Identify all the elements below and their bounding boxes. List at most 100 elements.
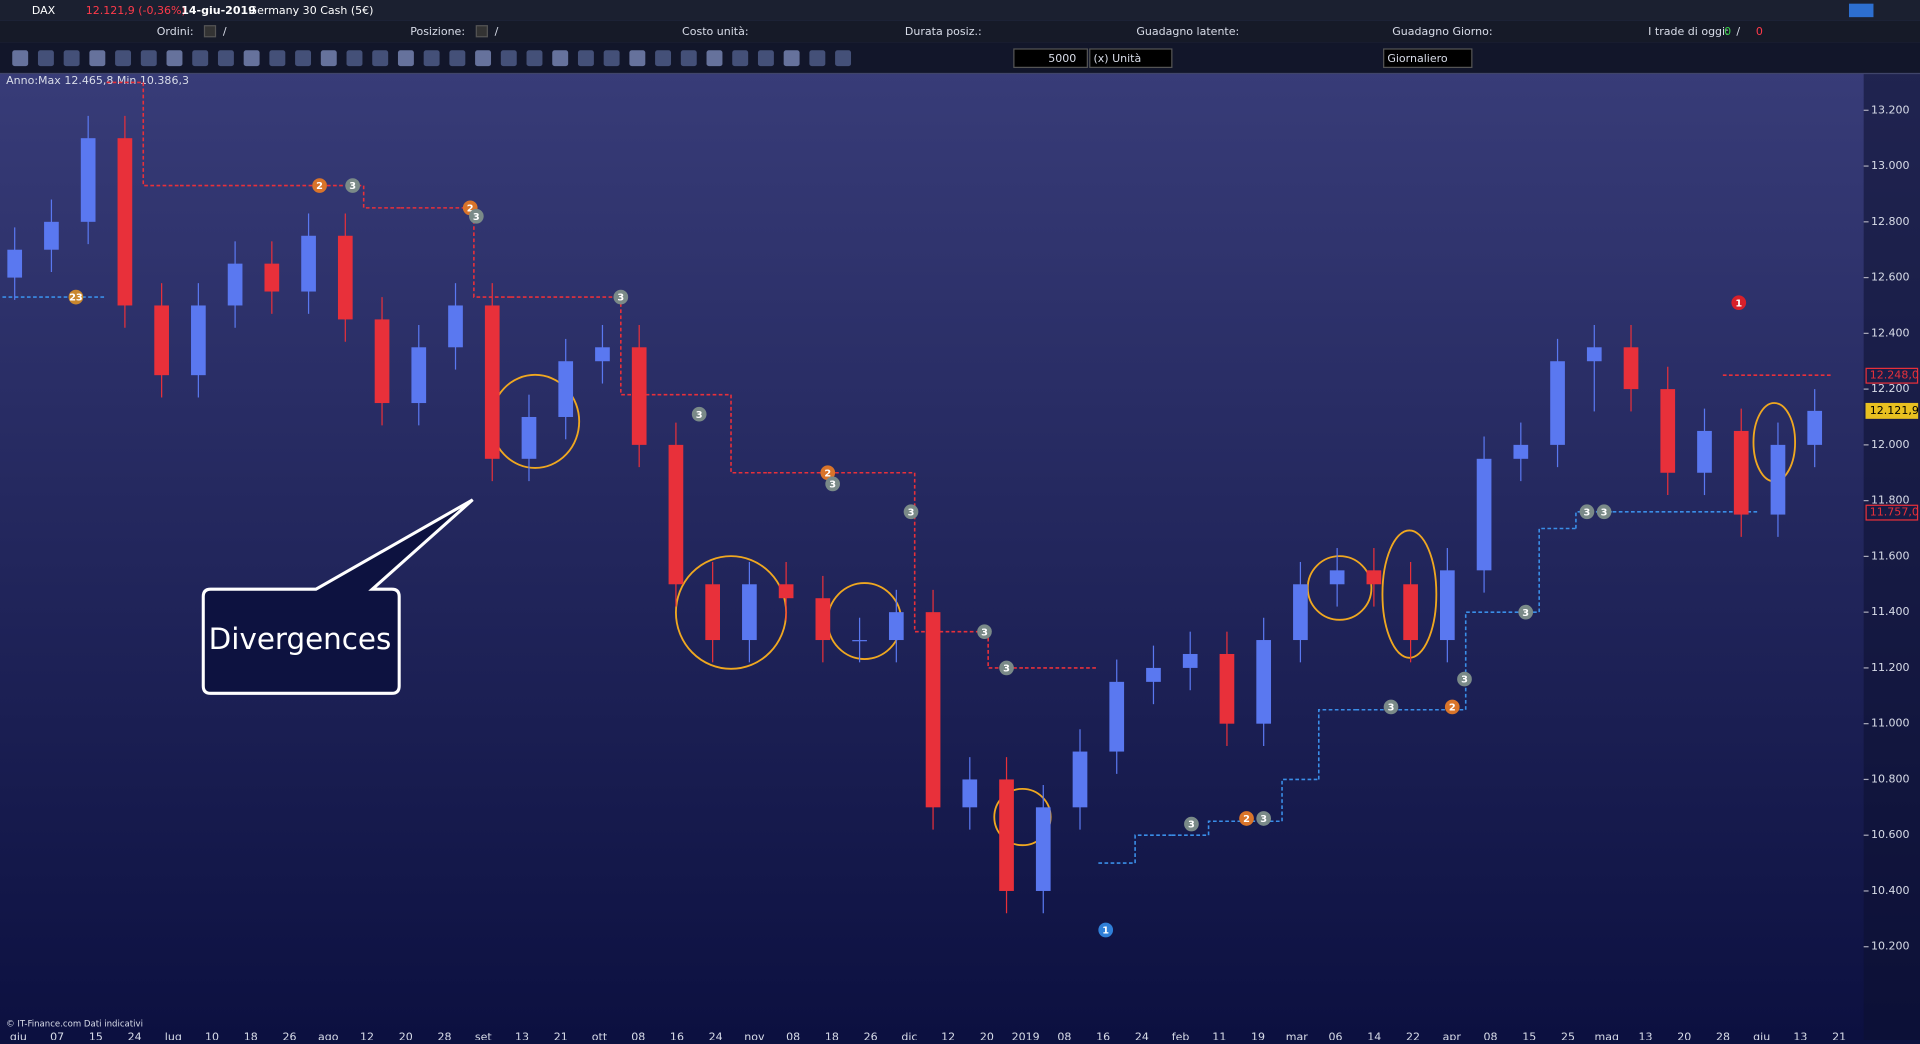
tool-icon[interactable] (680, 50, 697, 67)
tool-icon[interactable] (63, 50, 80, 67)
x-tick-label: 28 (1716, 1031, 1730, 1040)
label: Ordini: (157, 25, 194, 38)
candle-body (852, 640, 867, 642)
tool-icon[interactable] (295, 50, 312, 67)
y-tick-label: 10.200 (1871, 940, 1910, 953)
y-tick-label: 11.200 (1871, 661, 1910, 674)
x-tick-label: 24 (128, 1031, 142, 1040)
tool-icon[interactable] (809, 50, 826, 67)
symbol[interactable]: DAX (32, 4, 56, 17)
x-tick-label: 2019 (1012, 1031, 1040, 1040)
signal (1239, 811, 1254, 826)
signal (903, 504, 919, 520)
tool-icon[interactable] (166, 50, 183, 67)
x-tick-label: 20 (399, 1031, 413, 1040)
candle-body (999, 779, 1014, 891)
candle-body (227, 263, 243, 306)
x-tick-label: 26 (864, 1031, 878, 1040)
window-button[interactable] (1848, 3, 1874, 18)
tool-icon[interactable] (783, 50, 800, 67)
date: 14-giu-2019 (181, 4, 256, 17)
tool-icon[interactable] (372, 50, 389, 67)
y-tick-label: 11.800 (1871, 494, 1910, 507)
label: Guadagno Giorno: (1392, 25, 1492, 38)
y-tick-label: 13.200 (1871, 103, 1910, 116)
x-tick-label: 20 (980, 1031, 994, 1040)
icon[interactable] (203, 25, 217, 38)
tool-icon[interactable] (526, 50, 543, 67)
tool-icon[interactable] (346, 50, 363, 67)
y-tick-label: 11.600 (1871, 549, 1910, 562)
label: Costo unità: (682, 25, 749, 38)
x-tick-label: 15 (1522, 1031, 1536, 1040)
callout (201, 498, 474, 695)
candle-body (815, 598, 831, 641)
tool-icon[interactable] (269, 50, 286, 67)
x-tick-label: lug (165, 1031, 182, 1040)
tool-icon[interactable] (603, 50, 620, 67)
tool-icon[interactable] (397, 50, 414, 67)
x-tick-label: 13 (1638, 1031, 1652, 1040)
x-tick-label: 11 (1212, 1031, 1226, 1040)
candle-body (484, 305, 500, 459)
tool-icon[interactable] (140, 50, 157, 67)
signal-label: 3 (908, 507, 915, 518)
period-select[interactable] (1383, 48, 1473, 68)
candle-body (1440, 570, 1455, 641)
candle-body (558, 361, 574, 417)
tool-icon[interactable] (629, 50, 646, 67)
y-tick-label: 12.400 (1871, 326, 1910, 339)
tool-icon[interactable] (757, 50, 774, 67)
tool-icon[interactable] (835, 50, 852, 67)
tool-icon[interactable] (475, 50, 492, 67)
candle-body (1513, 444, 1529, 459)
tool-icon[interactable] (89, 50, 106, 67)
x-tick-label: 08 (786, 1031, 800, 1040)
tool-icon[interactable] (115, 50, 132, 67)
x-tick-label: 18 (825, 1031, 839, 1040)
label: 0 (1724, 25, 1731, 38)
stop-line (1538, 527, 1576, 613)
tool-icon[interactable] (655, 50, 672, 67)
candle-body (1256, 640, 1272, 724)
price-tag (1865, 367, 1919, 384)
x-tick-label: 24 (709, 1031, 723, 1040)
period: Giornaliero (1387, 52, 1448, 65)
tool-icon[interactable] (12, 50, 29, 67)
signal (1444, 699, 1460, 715)
icon[interactable] (475, 25, 488, 38)
stop-line (620, 297, 658, 396)
signal (820, 465, 836, 481)
tool-icon[interactable] (449, 50, 466, 67)
signal (999, 660, 1014, 676)
quantity-input[interactable] (1013, 48, 1088, 68)
tool-icon[interactable] (577, 50, 594, 67)
candle-body (705, 584, 720, 641)
source: © IT-Finance.com Dati indicativi (6, 1020, 143, 1030)
unit-select[interactable] (1089, 48, 1173, 68)
signal-label: 3 (617, 293, 624, 304)
candle-body (925, 612, 941, 808)
x-tick-label: 19 (1251, 1031, 1265, 1040)
tool-icon[interactable] (732, 50, 749, 67)
tool-icon[interactable] (552, 50, 569, 67)
tool-icon[interactable] (217, 50, 234, 67)
candle-body (1807, 410, 1823, 445)
tool-icon[interactable] (706, 50, 723, 67)
tool-icon[interactable] (37, 50, 54, 67)
candle-body (1146, 667, 1161, 682)
tool-icon[interactable] (423, 50, 440, 67)
tool-icon[interactable] (320, 50, 337, 67)
x-tick-label: giu (10, 1031, 27, 1040)
signal-label: 3 (1260, 814, 1267, 825)
y-tick-label: 11.000 (1871, 717, 1910, 730)
tool-icon[interactable] (192, 50, 209, 67)
y-tick-label: 10.800 (1871, 772, 1910, 785)
signal-label: 2 (1243, 814, 1250, 825)
candle-body (448, 305, 463, 348)
candle-body (1550, 361, 1565, 445)
tool-icon[interactable] (243, 50, 260, 67)
signal (1184, 816, 1199, 832)
tool-icon[interactable] (500, 50, 517, 67)
price: 12.121,9 (-0,36%) (86, 4, 186, 17)
